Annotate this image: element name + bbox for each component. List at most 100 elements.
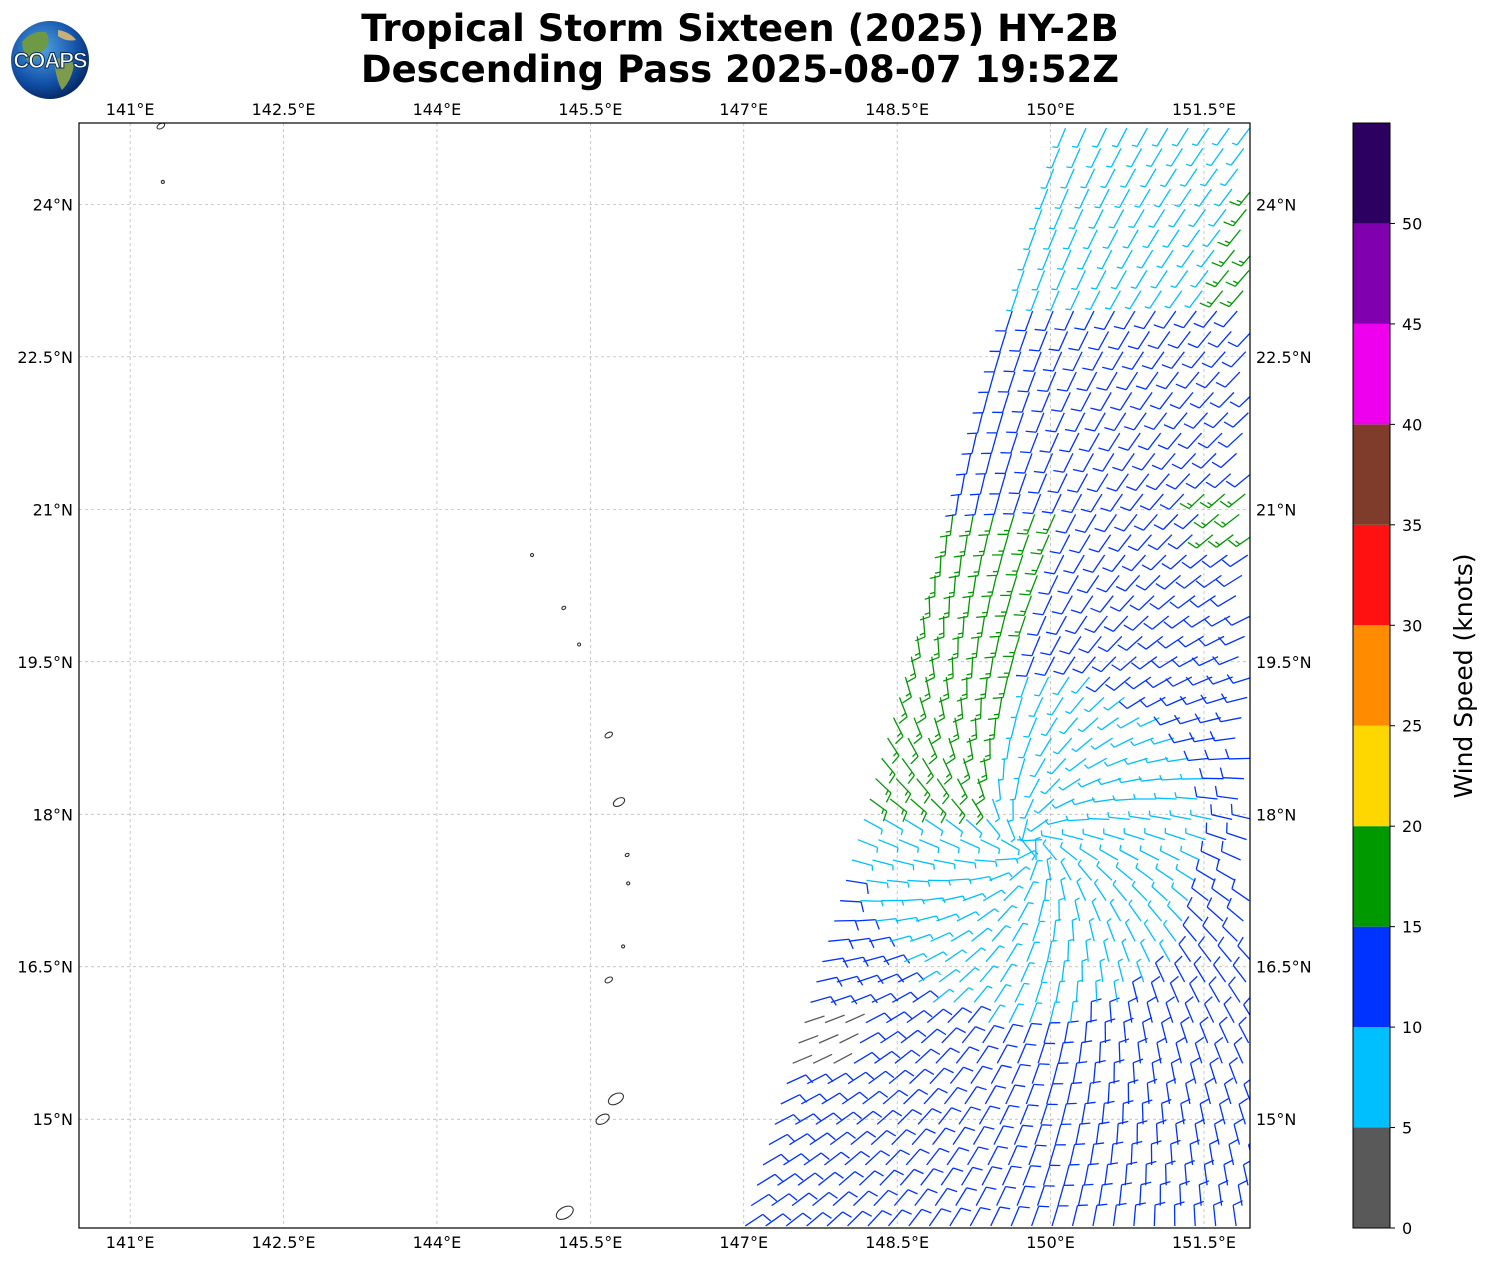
wind-barb (965, 818, 983, 839)
map-frame (78, 122, 1251, 1229)
wind-barb (936, 913, 960, 922)
wind-barb (999, 1104, 1020, 1125)
wind-barb (1085, 290, 1101, 311)
island-outline (595, 1113, 610, 1125)
wind-barb (1225, 148, 1245, 166)
wind-barb (965, 636, 980, 660)
wind-barb (1169, 975, 1180, 1003)
wind-barb (1042, 351, 1063, 372)
wind-barb (1138, 776, 1163, 782)
wind-barb (1060, 877, 1066, 901)
wind-barb (880, 1030, 907, 1044)
wind-barb (888, 1069, 915, 1085)
wind-barb (1223, 209, 1247, 227)
wind-barb (1057, 575, 1079, 595)
wind-barb (1094, 188, 1110, 209)
wind-barb (756, 1173, 784, 1186)
wind-barb (1082, 229, 1098, 250)
wind-barb (1176, 249, 1195, 268)
wind-barb (1005, 1084, 1026, 1105)
wind-barb (1185, 473, 1211, 489)
wind-barb (1223, 412, 1249, 428)
wind-barb (1032, 920, 1045, 942)
wind-barb (1017, 1043, 1037, 1064)
wind-barb (1140, 168, 1157, 188)
wind-barb (1220, 168, 1239, 187)
wind-barb (900, 1029, 927, 1044)
wind-barb (1218, 1098, 1229, 1125)
wind-barb (997, 905, 1018, 922)
wind-barb (1170, 1139, 1181, 1166)
wind-barb (1128, 209, 1145, 229)
wind-barb (984, 1085, 1007, 1105)
wind-barb (1091, 127, 1108, 148)
wind-barb (983, 889, 1006, 902)
wind-barb (1213, 956, 1227, 983)
wind-barb (1208, 976, 1221, 1003)
wind-barb (981, 1166, 1003, 1186)
wind-barb (1220, 693, 1248, 704)
wind-barb (1087, 1080, 1101, 1105)
wind-barb (1141, 554, 1167, 571)
wind-barb (1183, 412, 1208, 429)
wind-barb (1144, 828, 1165, 841)
wind-barb (984, 636, 1000, 659)
wind-barb (974, 859, 998, 867)
wind-barb (965, 947, 987, 963)
wind-barb (812, 1191, 838, 1207)
wind-barb (1208, 1139, 1220, 1166)
wind-barb (1054, 1123, 1072, 1145)
wind-barb (989, 872, 1013, 881)
wind-barb (762, 1153, 790, 1166)
wind-barb (774, 1113, 802, 1125)
wind-barb (1062, 229, 1078, 250)
wind-barb (970, 615, 986, 639)
wind-barb (1114, 188, 1131, 209)
wind-barb (1019, 798, 1035, 819)
wind-barb (1014, 453, 1033, 474)
wind-barb (1167, 331, 1191, 349)
wind-barb (1131, 976, 1142, 1003)
colorbar-tick-label: 50 (1402, 214, 1422, 233)
wind-barb (1076, 877, 1087, 901)
wind-barb (1017, 901, 1034, 922)
wind-barb (1203, 412, 1229, 429)
wind-barb (1178, 935, 1192, 963)
wind-barb (1066, 148, 1081, 169)
wind-barb (870, 1129, 897, 1146)
wind-barb (953, 987, 974, 1003)
wind-barb (1197, 432, 1223, 449)
wind-barb (1058, 778, 1081, 791)
wind-barb (1038, 575, 1059, 595)
wind-barb (1127, 331, 1150, 350)
wind-barb (1159, 1181, 1171, 1206)
wind-barb (978, 371, 996, 394)
wind-barb (1050, 392, 1071, 413)
wind-barb (1011, 922, 1029, 942)
wind-barb (1025, 412, 1045, 433)
wind-barb (943, 656, 954, 682)
wind-barb (857, 839, 879, 853)
wind-barb (1155, 863, 1174, 881)
colorbar-label: Wind Speed (knots) (1449, 553, 1478, 798)
wind-barb (882, 1089, 909, 1105)
wind-barb (1065, 290, 1081, 311)
lon-tick-label-top: 144°E (413, 100, 462, 119)
wind-barb (1053, 656, 1076, 675)
wind-barb (876, 1109, 903, 1125)
lon-tick-label-top: 147°E (719, 100, 768, 119)
lon-tick-label-top: 150°E (1026, 100, 1075, 119)
wind-barb (866, 879, 889, 889)
wind-barb (1232, 956, 1247, 983)
wind-barb (1121, 351, 1145, 370)
wind-barb (1181, 554, 1208, 569)
wind-barb (1059, 432, 1080, 453)
wind-barb (960, 758, 971, 785)
wind-barb (895, 778, 912, 804)
wind-barb (967, 554, 983, 578)
wind-barb (955, 1187, 977, 1206)
wind-barb (1179, 1180, 1190, 1206)
wind-barb (892, 717, 904, 745)
wind-barb (1213, 1118, 1225, 1145)
wind-barb (1146, 1078, 1158, 1105)
